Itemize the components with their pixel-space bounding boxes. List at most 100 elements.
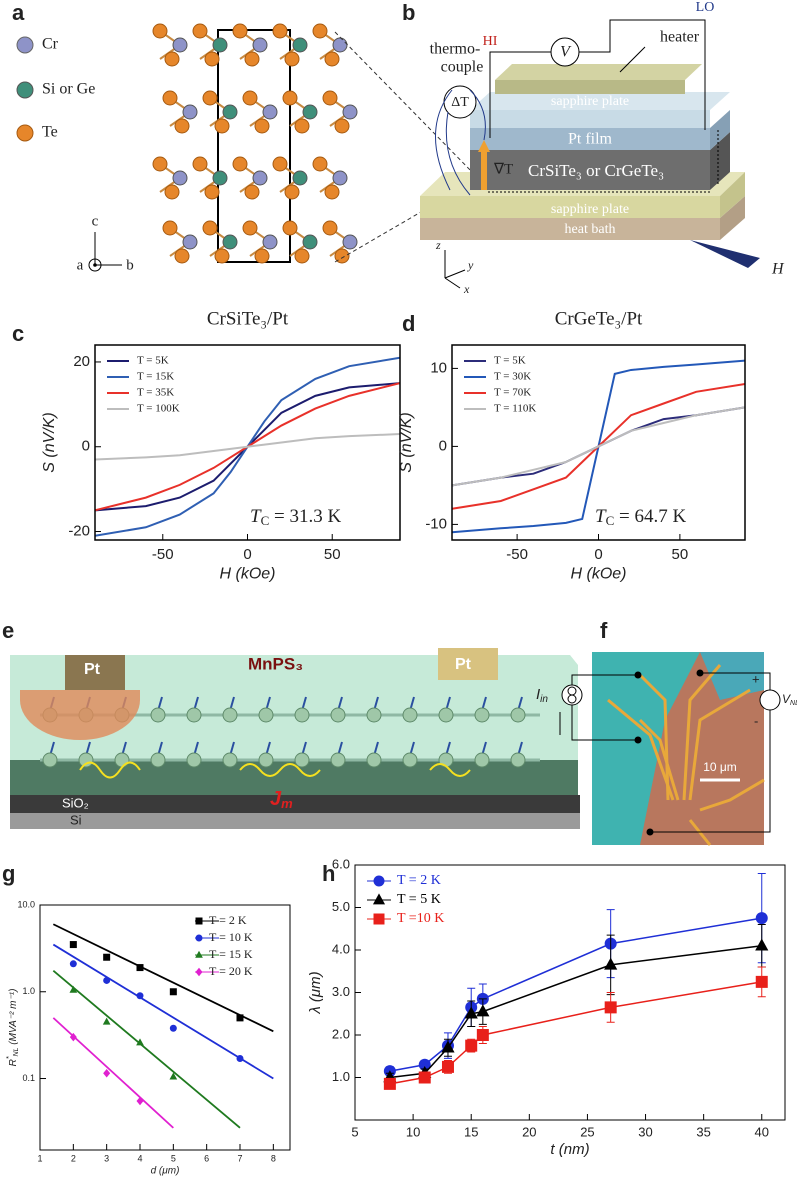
slab-bottom — [10, 760, 578, 795]
ion — [438, 707, 454, 723]
atom-te — [254, 118, 270, 134]
plot-frame — [354, 864, 786, 1121]
series-line — [389, 945, 762, 1079]
sapphire-side — [720, 172, 745, 218]
legend-label: T = 5 K — [397, 892, 441, 907]
y-tick-label: 3.0 — [332, 984, 350, 999]
voltage-label: VNL — [782, 692, 797, 707]
voltage-main: V — [782, 692, 791, 706]
marker — [169, 1072, 178, 1080]
pt-electrode — [65, 655, 125, 690]
x-tick-label: 2 — [71, 1153, 76, 1163]
marker — [195, 967, 203, 977]
axis-label: b — [126, 257, 134, 273]
annotation-sub: C — [261, 513, 270, 528]
axis-arrow — [444, 269, 466, 279]
atom-te — [214, 248, 230, 264]
jm-sub: m — [281, 796, 293, 811]
sample-side — [710, 132, 730, 190]
marker — [136, 992, 144, 1000]
axis-dot — [93, 263, 97, 267]
heater — [495, 80, 685, 94]
film-label: Pt film — [568, 131, 613, 148]
atom-te — [242, 90, 258, 106]
marker — [418, 1058, 431, 1071]
y-tick-label: 1.0 — [22, 986, 35, 996]
dashed-guide — [334, 31, 476, 176]
jm-label: Jm — [270, 788, 293, 811]
grad-label: ∇T — [493, 161, 513, 177]
wire — [579, 19, 706, 130]
ion — [222, 752, 238, 768]
atom-te — [254, 248, 270, 264]
voltmeter — [759, 689, 781, 711]
panel-label: a — [12, 0, 25, 25]
ion — [474, 752, 490, 768]
marker — [195, 934, 203, 942]
plate-label: sapphire plate — [551, 202, 629, 217]
x-tick-label: 8 — [271, 1153, 276, 1163]
fit-line — [52, 1017, 174, 1129]
ion — [402, 752, 418, 768]
marker — [103, 953, 111, 961]
dt-label: ΔT — [451, 95, 469, 110]
atom-te — [334, 248, 350, 264]
ion — [402, 707, 418, 723]
marker — [418, 1071, 431, 1084]
marker — [136, 1096, 144, 1106]
ion — [78, 752, 94, 768]
si-label: Si — [70, 812, 82, 827]
atom-te — [272, 23, 288, 39]
x-tick-label: 50 — [672, 546, 689, 563]
x-tick-label: 0 — [243, 546, 251, 563]
plus-label: + — [752, 671, 760, 686]
thermo-label: thermo- — [430, 41, 481, 58]
marker — [136, 1038, 144, 1046]
chart-title: CrSiTe₃/Pt — [207, 308, 289, 329]
atom-cr — [332, 170, 348, 186]
marker — [604, 1001, 617, 1014]
pt-electrode — [438, 648, 498, 680]
legend-label: T = 5K — [137, 355, 169, 367]
y-tick-label: 5.0 — [332, 899, 350, 914]
bath-label: heat bath — [565, 222, 616, 237]
pt-side — [710, 110, 730, 150]
legend-label: T = 35K — [137, 387, 174, 399]
electrodes — [607, 664, 765, 846]
atom-te — [242, 220, 258, 236]
pt-label: Pt — [84, 661, 101, 678]
marker — [441, 1060, 454, 1073]
electrode — [688, 688, 751, 801]
marker — [69, 960, 77, 968]
ion — [258, 707, 274, 723]
x-tick-label: 5 — [351, 1124, 358, 1139]
y-tick-label: 10 — [430, 359, 447, 376]
atom-te — [174, 118, 190, 134]
y-tick-label: -10 — [425, 515, 447, 532]
marker — [755, 975, 768, 988]
legend-label: T = 15 K — [209, 947, 253, 961]
ion — [294, 752, 310, 768]
electrode — [699, 778, 765, 812]
grad-arrow — [481, 150, 487, 190]
atom-te — [164, 184, 180, 200]
voltage-sub: NL — [790, 700, 797, 707]
atom-te — [232, 23, 248, 39]
contact — [634, 736, 642, 744]
atom-si — [302, 104, 318, 120]
axis-label: a — [77, 257, 84, 273]
marker — [236, 1055, 244, 1063]
y-tick-label: 0.1 — [22, 1073, 35, 1083]
ion — [150, 752, 166, 768]
legend-label: T = 5K — [494, 355, 526, 367]
marker — [465, 1039, 478, 1052]
legend-label: Te — [42, 124, 58, 141]
atom-te — [202, 220, 218, 236]
heat-bath — [420, 218, 720, 240]
legend-label: Cr — [42, 36, 59, 53]
x-tick-label: 3 — [104, 1153, 109, 1163]
atom-si — [222, 104, 238, 120]
marker — [441, 1040, 455, 1053]
x-tick-label: 5 — [171, 1153, 176, 1163]
series-line — [95, 433, 400, 461]
